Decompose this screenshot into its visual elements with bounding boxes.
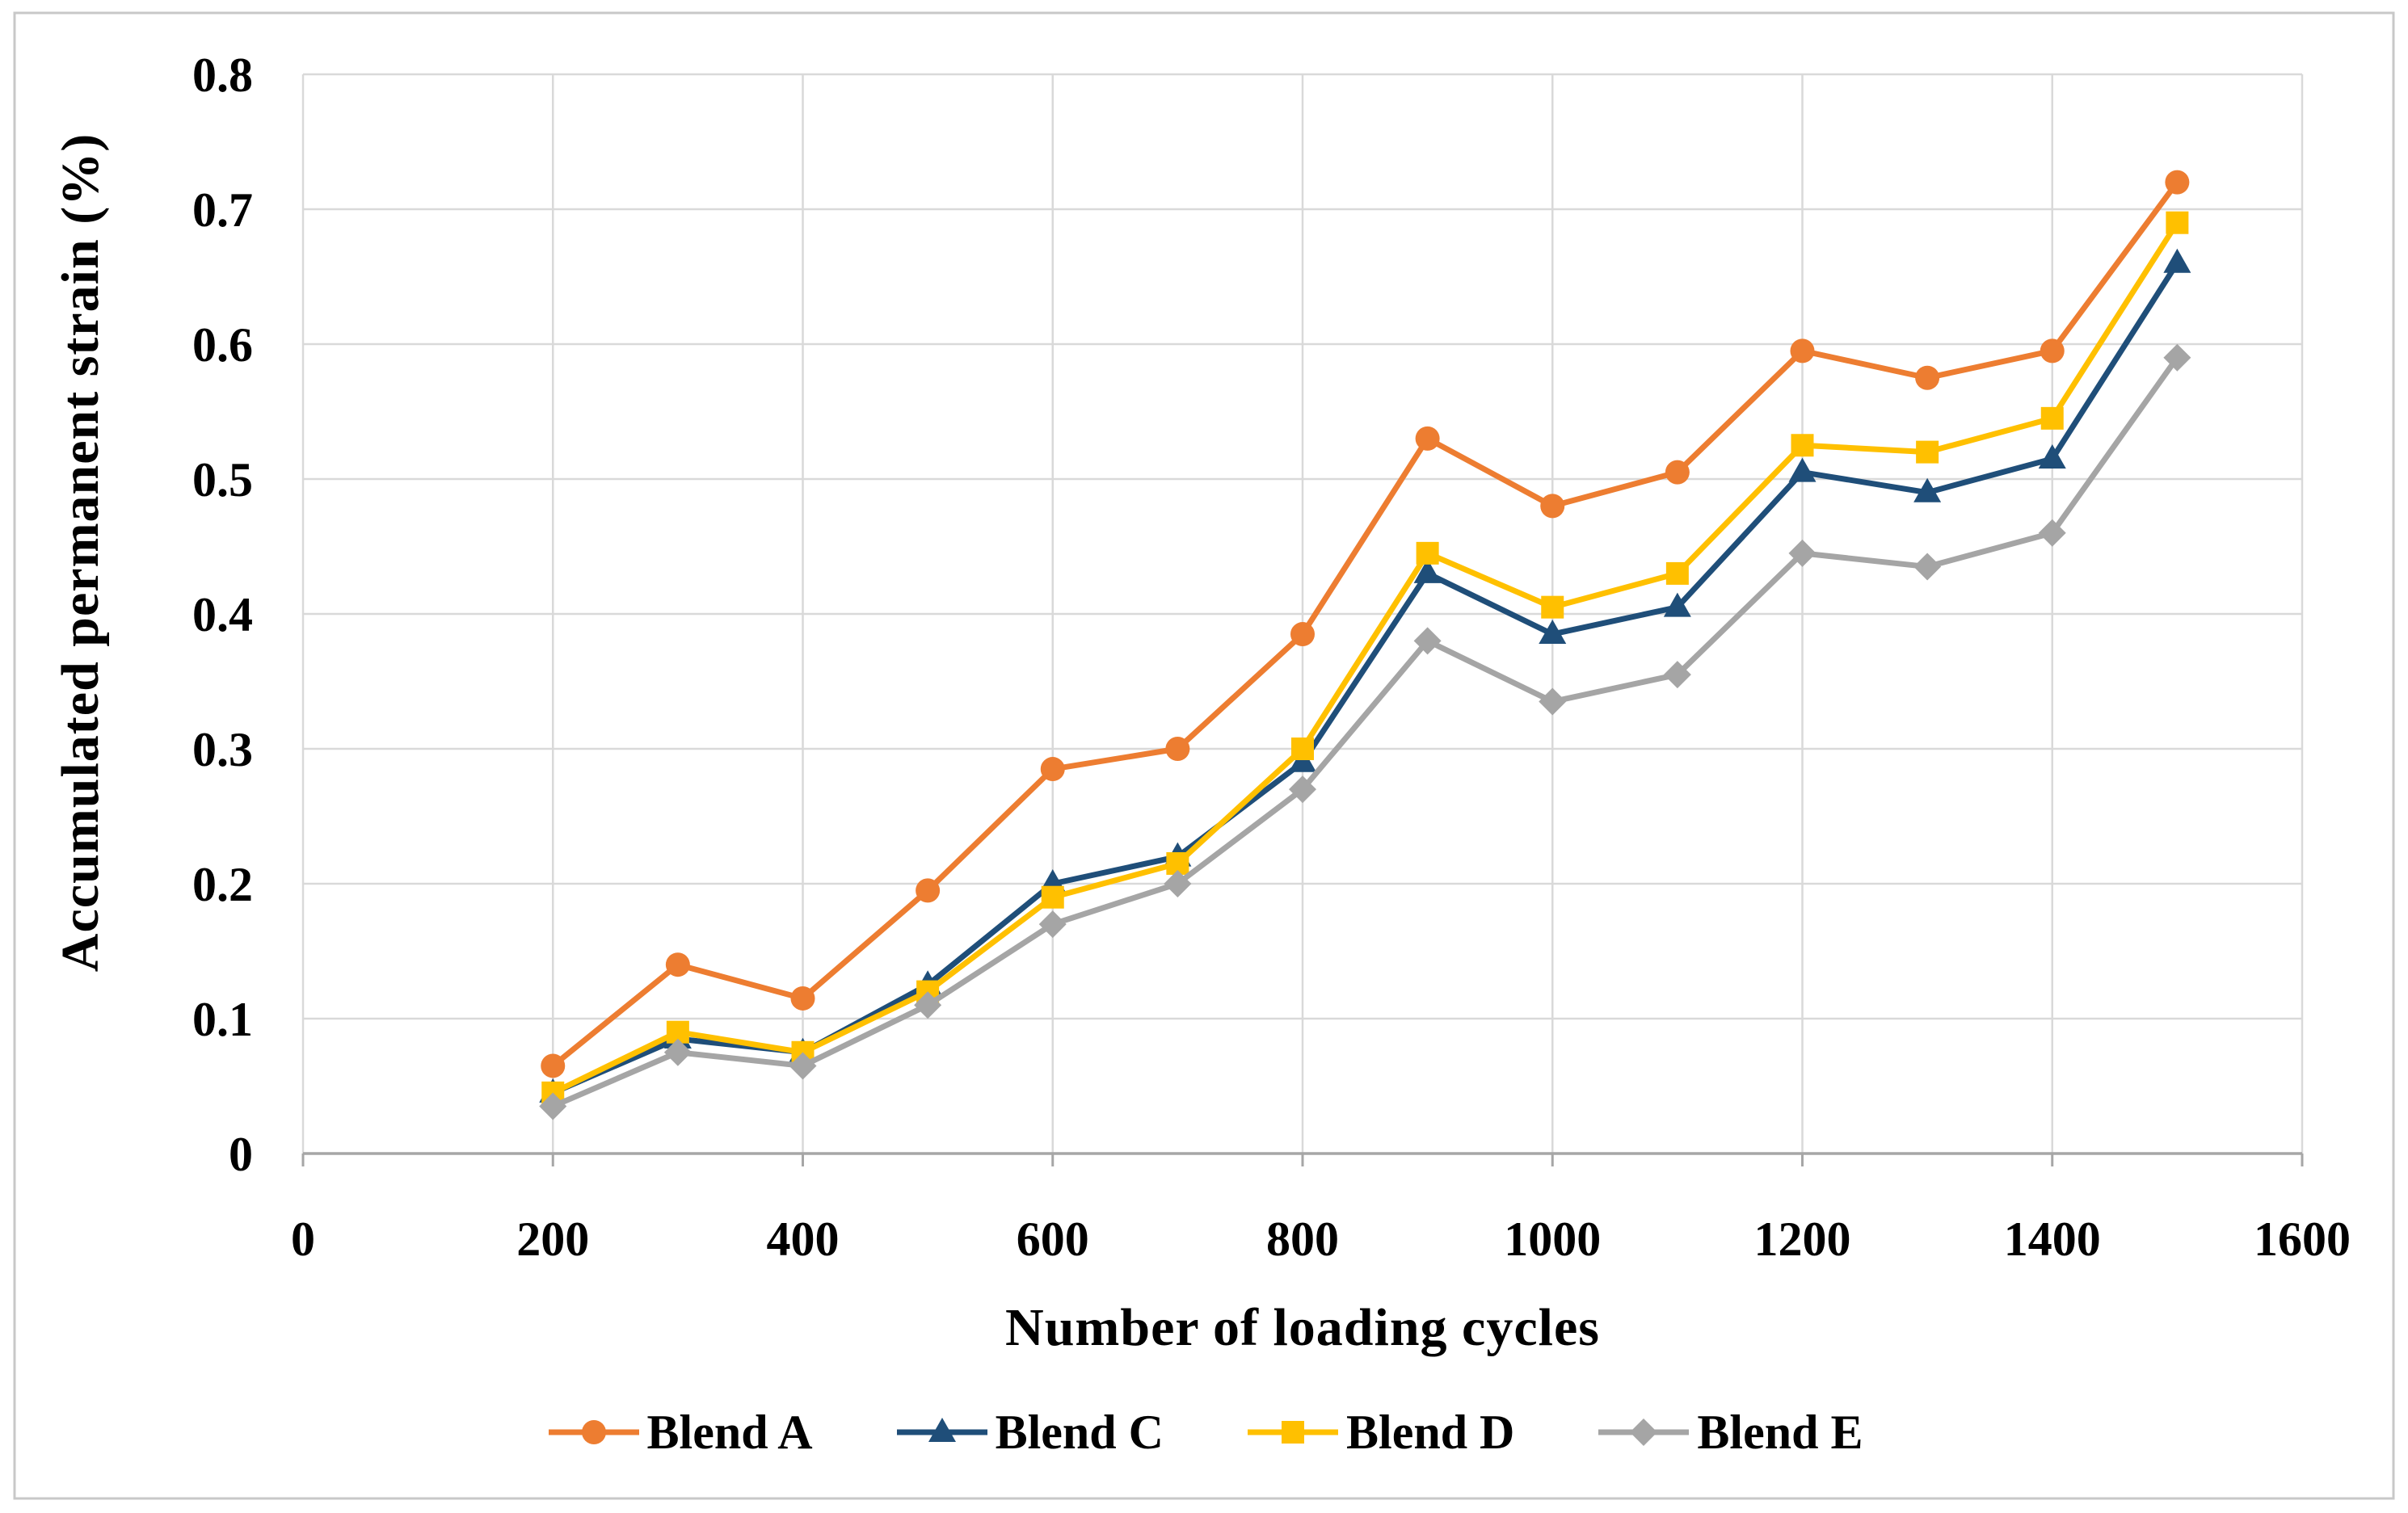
data-point-blend-e-800	[1289, 775, 1316, 804]
blend-c-legend-marker	[928, 1418, 956, 1442]
data-point-blend-a-600	[1040, 757, 1065, 782]
x-tick-label-1000: 1000	[1504, 1213, 1601, 1266]
data-point-blend-a-1100	[1665, 460, 1690, 485]
data-point-blend-e-700	[1164, 870, 1192, 897]
data-point-blend-e-1400	[2038, 519, 2066, 547]
y-axis-title: Accumulated permanent strain (%)	[51, 132, 110, 973]
y-tick-label-0.8: 0.8	[192, 48, 253, 102]
data-point-blend-a-900	[1415, 426, 1440, 451]
legend-item-blend-c: Blend C	[894, 1405, 1164, 1460]
data-point-blend-d-900	[1416, 541, 1439, 565]
data-point-blend-a-1300	[1915, 365, 1940, 390]
data-point-blend-d-1100	[1665, 561, 1689, 585]
y-tick-label-0.7: 0.7	[192, 183, 253, 237]
y-tick-label-0.4: 0.4	[192, 588, 253, 641]
data-point-blend-c-1000	[1539, 620, 1567, 645]
figure-frame-border	[13, 11, 2395, 1500]
data-point-blend-d-1400	[2040, 406, 2064, 430]
data-point-blend-e-400	[789, 1052, 817, 1080]
x-tick-label-0: 0	[291, 1213, 315, 1266]
data-point-blend-a-1000	[1540, 494, 1565, 519]
blend-e-diamond-marker-icon	[1598, 1418, 1690, 1446]
data-point-blend-d-600	[1041, 885, 1064, 909]
series-line-blend-a	[549, 179, 2180, 1069]
data-point-blend-e-1300	[1913, 553, 1942, 581]
series-line-blend-e	[549, 355, 2180, 1110]
data-point-blend-a-300	[665, 952, 690, 977]
data-point-blend-e-1100	[1663, 661, 1691, 689]
blend-d-legend-marker	[1282, 1421, 1304, 1444]
series-line-blend-d	[549, 220, 2180, 1096]
y-tick-label-0.5: 0.5	[192, 453, 253, 506]
x-tick-label-800: 800	[1266, 1213, 1339, 1266]
data-point-blend-e-300	[663, 1038, 692, 1066]
data-point-blend-e-200	[539, 1092, 567, 1120]
data-point-blend-a-700	[1165, 737, 1190, 761]
data-point-blend-e-1500	[2163, 343, 2191, 372]
y-tick-label-0.6: 0.6	[192, 318, 253, 372]
data-point-blend-d-1200	[1791, 434, 1814, 457]
data-point-blend-e-1000	[1539, 687, 1567, 716]
data-point-blend-a-500	[916, 878, 941, 903]
legend-item-blend-a: Blend A	[545, 1405, 813, 1460]
legend-item-blend-d: Blend D	[1244, 1405, 1514, 1460]
data-point-blend-a-200	[541, 1053, 566, 1078]
blend-c-triangle-marker-icon	[896, 1418, 987, 1442]
blend-e-legend-marker	[1630, 1418, 1658, 1446]
data-point-blend-c-1200	[1788, 457, 1817, 482]
y-tick-label-0.3: 0.3	[192, 723, 253, 776]
x-tick-label-1200: 1200	[1754, 1213, 1851, 1266]
data-point-blend-c-1500	[2163, 248, 2191, 273]
x-axis-title: Number of loading cycles	[1005, 1298, 1600, 1357]
data-point-blend-e-900	[1413, 627, 1442, 655]
data-point-blend-e-1200	[1788, 539, 1817, 567]
legend: Blend A Blend C Blend D Blend E	[0, 1396, 2408, 1469]
data-point-blend-c-1100	[1663, 592, 1691, 617]
blend-a-legend-marker	[581, 1420, 606, 1444]
legend-label-blend-a: Blend A	[646, 1405, 813, 1459]
data-point-blend-e-600	[1038, 910, 1067, 939]
data-point-blend-a-1200	[1790, 338, 1815, 364]
data-point-blend-c-900	[1413, 558, 1442, 583]
x-tick-label-1400: 1400	[2004, 1213, 2101, 1266]
data-point-blend-a-1400	[2040, 338, 2065, 364]
data-point-blend-e-500	[914, 991, 942, 1019]
data-point-blend-a-1500	[2165, 170, 2190, 195]
legend-label-blend-e: Blend E	[1697, 1405, 1863, 1459]
data-point-blend-d-1300	[1916, 440, 1939, 464]
y-tick-label-0.2: 0.2	[192, 858, 253, 911]
blend-d-square-marker-icon	[1248, 1421, 1338, 1444]
data-point-blend-a-400	[790, 986, 815, 1011]
x-tick-label-1600: 1600	[2254, 1213, 2351, 1266]
y-tick-label-0.1: 0.1	[192, 993, 253, 1046]
legend-item-blend-e: Blend E	[1595, 1405, 1863, 1460]
legend-label-blend-c: Blend C	[995, 1405, 1164, 1459]
data-point-blend-d-800	[1291, 738, 1314, 760]
x-tick-label-200: 200	[516, 1213, 589, 1266]
legend-label-blend-d: Blend D	[1346, 1405, 1515, 1459]
x-tick-label-400: 400	[767, 1213, 840, 1266]
blend-a-circle-marker-icon	[548, 1420, 639, 1444]
data-point-blend-a-800	[1290, 622, 1315, 647]
y-tick-label-0: 0	[229, 1128, 253, 1181]
data-point-blend-c-1300	[1913, 477, 1942, 502]
x-tick-label-600: 600	[1017, 1213, 1089, 1266]
data-point-blend-d-1500	[2166, 211, 2189, 234]
data-point-blend-c-1400	[2038, 443, 2066, 469]
data-point-blend-d-1000	[1541, 595, 1564, 619]
